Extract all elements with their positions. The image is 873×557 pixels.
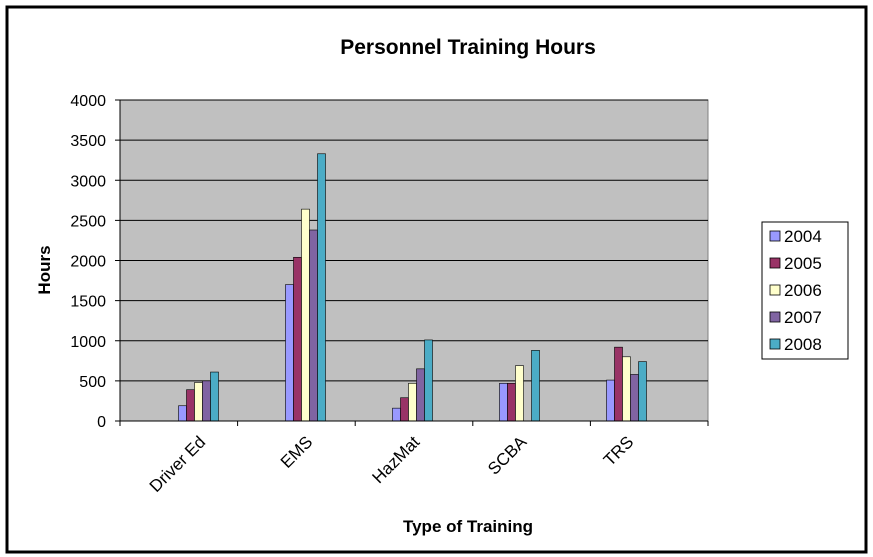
legend-label: 2005 <box>784 254 822 273</box>
y-tick-label: 0 <box>97 414 106 431</box>
bar <box>178 405 187 422</box>
y-tick-label: 2500 <box>70 213 106 230</box>
bar <box>392 407 401 422</box>
bar <box>194 382 203 422</box>
y-axis-title: Hours <box>35 245 54 294</box>
bar <box>499 382 508 422</box>
legend-label: 2004 <box>784 227 822 246</box>
bar <box>622 356 631 422</box>
y-tick-label: 4000 <box>70 93 106 110</box>
bar <box>186 389 195 422</box>
y-tick-label: 3500 <box>70 133 106 150</box>
legend-swatch <box>769 311 781 323</box>
bar <box>416 368 425 422</box>
bar <box>515 365 524 422</box>
bar <box>210 371 219 422</box>
legend-label: 2006 <box>784 281 822 300</box>
bar <box>408 382 417 422</box>
bar <box>400 397 409 422</box>
bar <box>309 229 318 422</box>
x-axis-title: Type of Training <box>403 517 533 536</box>
bar <box>301 208 310 422</box>
bar <box>317 153 326 422</box>
bar <box>424 339 433 422</box>
y-tick-label: 500 <box>79 374 106 391</box>
bar <box>630 374 639 422</box>
legend-swatch <box>769 284 781 296</box>
bar <box>202 380 211 422</box>
legend-label: 2008 <box>784 335 822 354</box>
bar <box>531 350 540 422</box>
bar <box>614 346 623 422</box>
bar <box>285 284 294 422</box>
legend-swatch <box>769 338 781 350</box>
bar <box>293 256 302 422</box>
chart-title: Personnel Training Hours <box>340 36 596 59</box>
legend-swatch <box>769 230 781 242</box>
y-tick-label: 1000 <box>70 334 106 351</box>
y-tick-label: 3000 <box>70 173 106 190</box>
y-tick-label: 1500 <box>70 294 106 311</box>
bar <box>638 361 647 422</box>
legend-swatch <box>769 257 781 269</box>
legend-label: 2007 <box>784 308 822 327</box>
bar <box>606 379 615 422</box>
bar <box>507 382 516 422</box>
y-tick-label: 2000 <box>70 254 106 271</box>
